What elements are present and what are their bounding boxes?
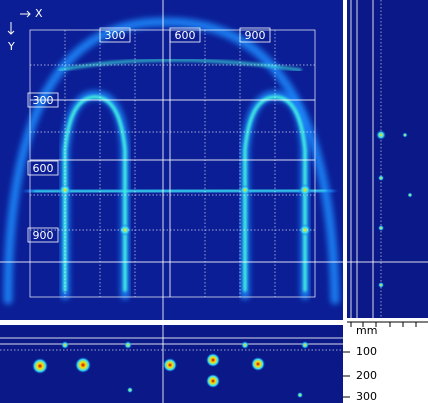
orientation: X Y	[7, 7, 43, 53]
left-tick-label: 900	[33, 229, 54, 242]
left-tick-label-box	[27, 227, 59, 243]
top-tick-label: 600	[175, 29, 196, 42]
x-label: X	[35, 7, 43, 20]
top-tick-label-box	[99, 27, 131, 43]
depth-tick-label: 100	[356, 345, 377, 358]
top-tick-label-box	[169, 27, 201, 43]
top-tick-label: 300	[105, 29, 126, 42]
left-tick-label: 300	[33, 94, 54, 107]
section-targets	[32, 341, 309, 398]
left-tick-label: 600	[33, 162, 54, 175]
side-view	[347, 0, 428, 318]
side-targets	[376, 130, 413, 288]
depth-tick-label: 300	[356, 390, 377, 403]
grid	[29, 29, 316, 298]
left-tick-label-box	[27, 160, 59, 176]
depth-axis: mm	[347, 321, 428, 337]
depth-tick-label: 200	[356, 369, 377, 382]
unit-label: mm	[356, 324, 377, 337]
top-tick-label: 900	[245, 29, 266, 42]
y-label: Y	[7, 40, 15, 53]
top-tick-label-box	[239, 27, 271, 43]
left-tick-label-box	[27, 92, 59, 108]
